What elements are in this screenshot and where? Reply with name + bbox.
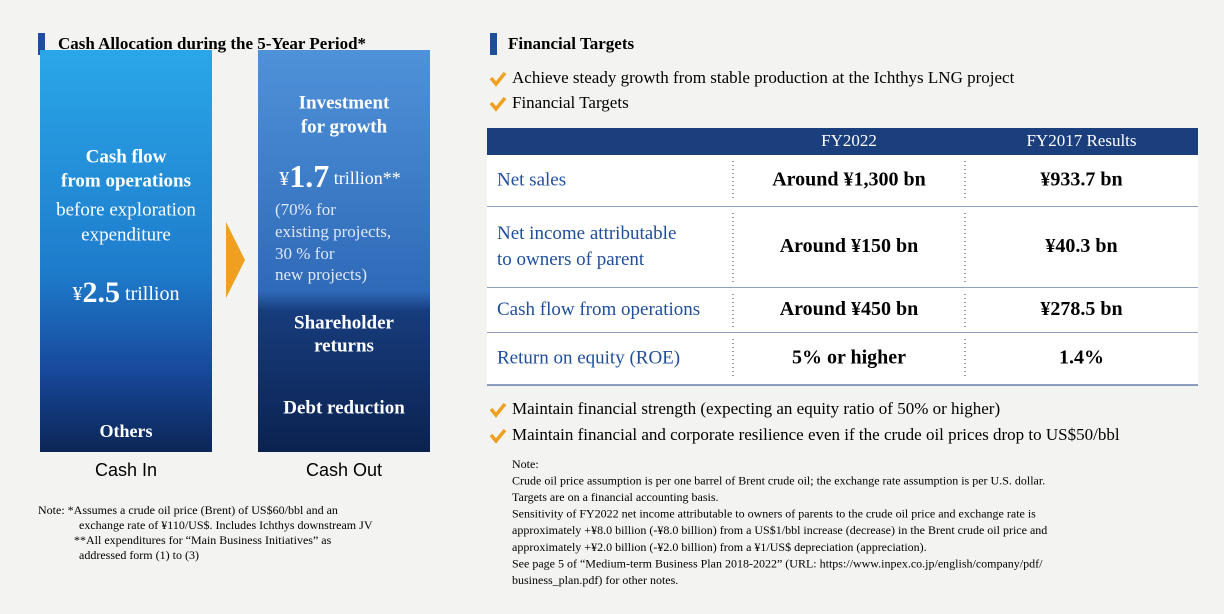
note: Targets are on a financial accounting ba… bbox=[512, 490, 719, 504]
note: business_plan.pdf) for other notes. bbox=[512, 573, 678, 587]
column-label: Cash Out bbox=[306, 460, 382, 480]
breakdown: existing projects, bbox=[275, 222, 391, 241]
row-label: Net income attributable bbox=[497, 223, 676, 244]
heading: Cash flow bbox=[86, 146, 167, 167]
cell-value: 1.4% bbox=[1059, 347, 1104, 369]
currency: ¥ bbox=[279, 168, 289, 190]
check-icon bbox=[489, 428, 507, 444]
subtext: expenditure bbox=[81, 224, 171, 245]
bullet: Achieve steady growth from stable produc… bbox=[512, 68, 1015, 87]
column-header: FY2017 Results bbox=[1026, 131, 1136, 150]
cell-value: 5% or higher bbox=[792, 347, 906, 369]
others: Others bbox=[100, 421, 153, 441]
title-marker bbox=[490, 33, 497, 55]
bullet: Maintain financial strength (expecting a… bbox=[512, 399, 1000, 418]
heading: Investment bbox=[299, 92, 390, 113]
note: See page 5 of “Medium-term Business Plan… bbox=[512, 556, 1043, 570]
column-label: Cash In bbox=[95, 460, 157, 480]
section-title: Financial Targets bbox=[508, 34, 634, 53]
note: **All expenditures for “Main Business In… bbox=[74, 533, 332, 547]
number: 1.7 bbox=[289, 158, 329, 194]
section-title: Cash Allocation during the 5-Year Period… bbox=[58, 34, 366, 53]
title-marker bbox=[38, 33, 45, 55]
arrow bbox=[226, 222, 245, 298]
breakdown: (70% for bbox=[275, 200, 336, 219]
row-label: Cash flow from operations bbox=[497, 299, 700, 320]
note: Note: bbox=[512, 457, 539, 471]
bullet: Financial Targets bbox=[512, 93, 629, 112]
unit: trillion bbox=[120, 283, 179, 305]
cell-value: ¥40.3 bn bbox=[1045, 235, 1117, 257]
cell-value: Around ¥450 bn bbox=[780, 298, 919, 320]
amount: ¥2.5 trillion bbox=[73, 276, 180, 309]
table-row bbox=[487, 207, 1198, 288]
row-label: Return on equity (ROE) bbox=[497, 347, 680, 368]
note: exchange rate of ¥110/US$. Includes Icht… bbox=[79, 518, 373, 532]
cash-out-box bbox=[258, 50, 430, 452]
check-icon bbox=[489, 402, 507, 418]
heading: from operations bbox=[61, 170, 191, 191]
cell-value: Around ¥150 bn bbox=[780, 235, 919, 257]
cell-value: Around ¥1,300 bn bbox=[772, 169, 926, 191]
note: Note: *Assumes a crude oil price (Brent)… bbox=[38, 503, 338, 517]
check-icon bbox=[489, 71, 507, 87]
note: Crude oil price assumption is per one ba… bbox=[512, 473, 1045, 487]
heading: returns bbox=[314, 335, 374, 356]
breakdown: 30 % for bbox=[275, 244, 335, 263]
heading: for growth bbox=[301, 116, 388, 137]
heading: Debt reduction bbox=[283, 397, 405, 418]
bullet: Maintain financial and corporate resilie… bbox=[512, 425, 1120, 444]
subtext: before exploration bbox=[56, 199, 196, 220]
row-label: to owners of parent bbox=[497, 249, 645, 270]
note: approximately +¥8.0 billion (-¥8.0 billi… bbox=[512, 523, 1047, 537]
table-row bbox=[487, 333, 1198, 385]
table-header bbox=[487, 128, 1198, 155]
currency: ¥ bbox=[73, 283, 83, 305]
amount: ¥1.7 trillion** bbox=[279, 158, 401, 194]
number: 2.5 bbox=[83, 276, 121, 309]
cell-value: ¥278.5 bn bbox=[1040, 298, 1122, 320]
note: addressed form (1) to (3) bbox=[79, 548, 199, 562]
column-header: FY2022 bbox=[821, 131, 877, 150]
table-row bbox=[487, 288, 1198, 333]
table-row bbox=[487, 155, 1198, 207]
breakdown: new projects) bbox=[275, 265, 367, 284]
note: approximately +¥2.0 billion (-¥2.0 billi… bbox=[512, 540, 927, 554]
note: Sensitivity of FY2022 net income attribu… bbox=[512, 507, 1036, 521]
unit: trillion** bbox=[329, 168, 401, 188]
row-label: Net sales bbox=[497, 169, 566, 190]
cash-in-box bbox=[40, 50, 212, 452]
cell-value: ¥933.7 bn bbox=[1040, 169, 1122, 191]
heading: Shareholder bbox=[294, 312, 395, 333]
check-icon bbox=[489, 96, 507, 112]
